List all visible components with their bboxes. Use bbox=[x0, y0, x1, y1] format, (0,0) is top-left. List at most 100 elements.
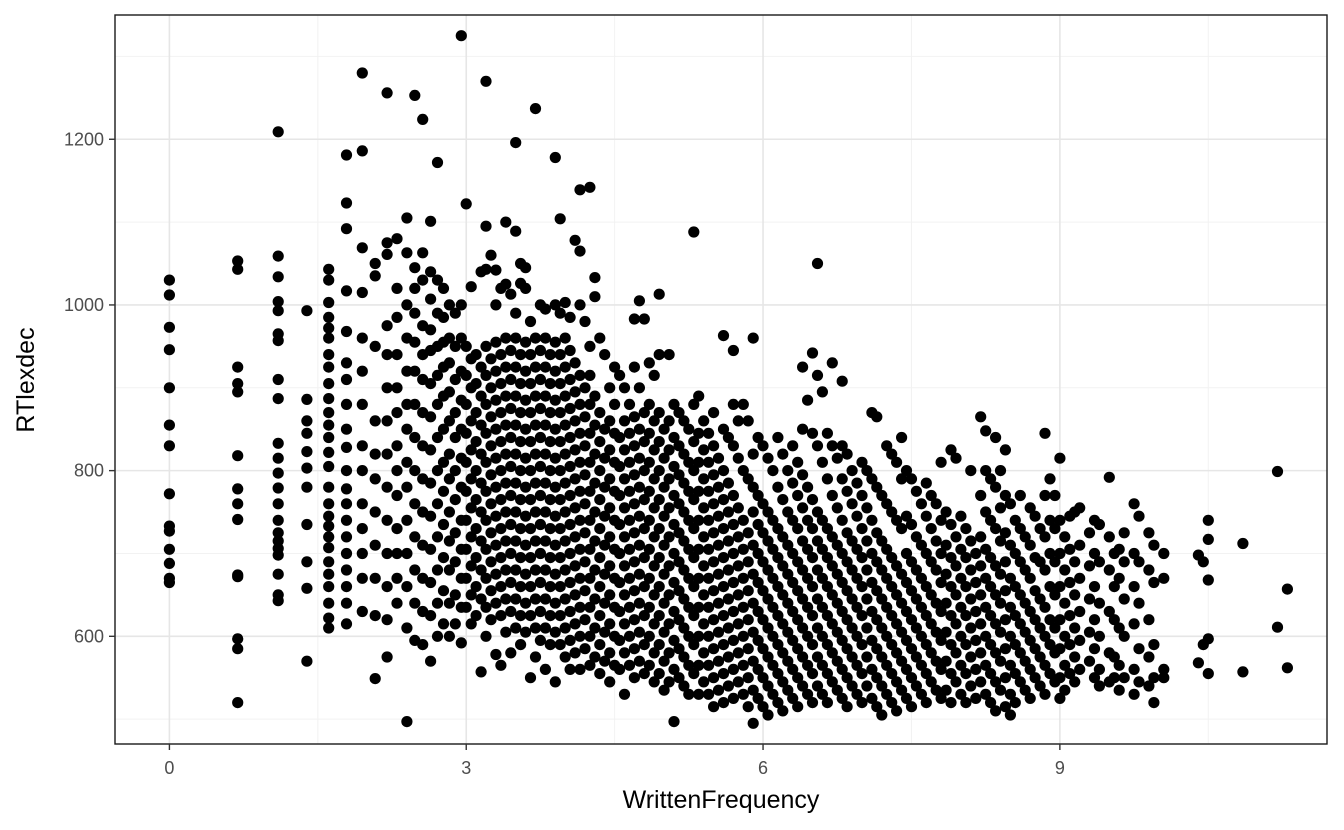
data-point bbox=[391, 283, 402, 294]
data-point bbox=[341, 357, 352, 368]
data-point bbox=[382, 449, 393, 460]
data-point bbox=[382, 87, 393, 98]
data-point bbox=[1074, 664, 1085, 675]
data-point bbox=[965, 564, 976, 575]
data-point bbox=[409, 399, 420, 410]
data-point bbox=[604, 676, 615, 687]
data-point bbox=[1104, 531, 1115, 542]
data-point bbox=[738, 399, 749, 410]
data-point bbox=[609, 399, 620, 410]
data-point bbox=[1119, 672, 1130, 683]
data-point bbox=[409, 262, 420, 273]
data-point bbox=[485, 498, 496, 509]
data-point bbox=[1203, 668, 1214, 679]
data-point bbox=[490, 366, 501, 377]
data-point bbox=[370, 610, 381, 621]
data-point bbox=[1084, 527, 1095, 538]
data-point bbox=[505, 289, 516, 300]
data-point bbox=[807, 639, 818, 650]
data-point bbox=[485, 382, 496, 393]
data-point bbox=[792, 490, 803, 501]
data-point bbox=[391, 407, 402, 418]
data-point bbox=[550, 424, 561, 435]
data-point bbox=[515, 465, 526, 476]
data-point bbox=[733, 618, 744, 629]
data-point bbox=[708, 701, 719, 712]
data-point bbox=[629, 614, 640, 625]
data-point bbox=[654, 289, 665, 300]
data-point bbox=[624, 660, 635, 671]
data-point bbox=[323, 420, 334, 431]
data-point bbox=[931, 498, 942, 509]
data-point bbox=[560, 651, 571, 662]
data-point bbox=[579, 643, 590, 654]
data-point bbox=[450, 465, 461, 476]
data-point bbox=[762, 453, 773, 464]
data-point bbox=[990, 432, 1001, 443]
x-axis-title: WrittenFrequency bbox=[623, 786, 820, 814]
data-point bbox=[1059, 564, 1070, 575]
data-point bbox=[550, 598, 561, 609]
data-point bbox=[1129, 664, 1140, 675]
data-point bbox=[1158, 672, 1169, 683]
data-point bbox=[341, 498, 352, 509]
data-point bbox=[579, 527, 590, 538]
data-point bbox=[273, 374, 284, 385]
data-point bbox=[510, 391, 521, 402]
data-point bbox=[619, 502, 630, 513]
data-point bbox=[713, 511, 724, 522]
data-point bbox=[370, 270, 381, 281]
data-point bbox=[1069, 589, 1080, 600]
data-point bbox=[654, 581, 665, 592]
data-point bbox=[861, 651, 872, 662]
data-point bbox=[654, 494, 665, 505]
data-point bbox=[708, 556, 719, 567]
data-point bbox=[693, 544, 704, 555]
data-point bbox=[941, 598, 952, 609]
data-point bbox=[748, 718, 759, 729]
data-point bbox=[718, 581, 729, 592]
data-point bbox=[743, 585, 754, 596]
data-point bbox=[629, 643, 640, 654]
data-point bbox=[555, 465, 566, 476]
data-point bbox=[1148, 697, 1159, 708]
data-point bbox=[370, 673, 381, 684]
data-point bbox=[950, 453, 961, 464]
data-point bbox=[500, 420, 511, 431]
data-point bbox=[703, 631, 714, 642]
data-point bbox=[555, 213, 566, 224]
data-point bbox=[950, 618, 961, 629]
data-point bbox=[644, 544, 655, 555]
data-point bbox=[461, 486, 472, 497]
data-point bbox=[579, 556, 590, 567]
data-point bbox=[1015, 490, 1026, 501]
data-point bbox=[550, 152, 561, 163]
data-point bbox=[341, 581, 352, 592]
data-point bbox=[525, 349, 536, 360]
data-point bbox=[693, 660, 704, 671]
data-point bbox=[970, 635, 981, 646]
data-point bbox=[565, 461, 576, 472]
data-point bbox=[301, 394, 312, 405]
data-point bbox=[515, 523, 526, 534]
data-point bbox=[510, 420, 521, 431]
data-point bbox=[1084, 560, 1095, 571]
data-point bbox=[273, 393, 284, 404]
data-point bbox=[555, 378, 566, 389]
data-point bbox=[624, 602, 635, 613]
data-point bbox=[555, 407, 566, 418]
data-point bbox=[438, 519, 449, 530]
data-point bbox=[812, 370, 823, 381]
data-point bbox=[733, 589, 744, 600]
data-point bbox=[555, 610, 566, 621]
data-point bbox=[450, 556, 461, 567]
data-point bbox=[644, 515, 655, 526]
data-point bbox=[728, 548, 739, 559]
data-point bbox=[589, 478, 600, 489]
data-point bbox=[579, 316, 590, 327]
data-point bbox=[570, 502, 581, 513]
data-point bbox=[273, 438, 284, 449]
data-point bbox=[545, 494, 556, 505]
data-point bbox=[323, 569, 334, 580]
data-point bbox=[545, 639, 556, 650]
